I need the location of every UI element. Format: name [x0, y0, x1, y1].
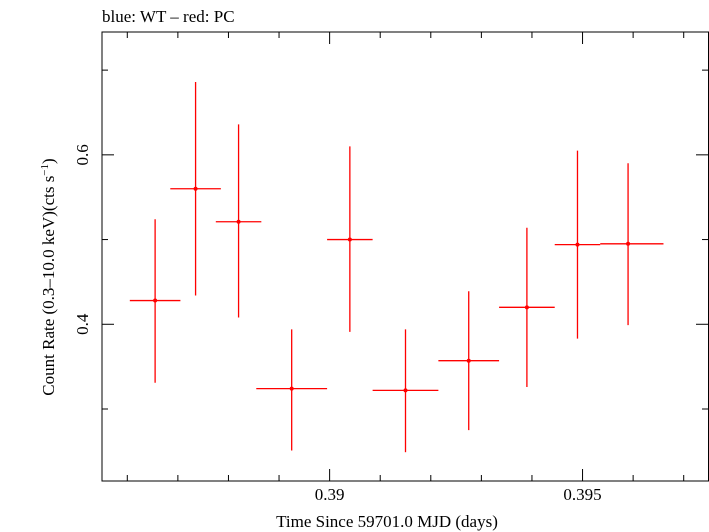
y-tick-label: 0.6 — [73, 144, 92, 165]
point-marker — [575, 242, 580, 247]
data-points — [129, 81, 664, 453]
point-marker — [347, 237, 352, 242]
point-marker — [153, 298, 158, 303]
data-point — [256, 329, 328, 451]
y-axis-label-close: ) — [39, 158, 58, 164]
chart-title: blue: WT – red: PC — [102, 7, 235, 26]
point-marker — [466, 358, 471, 363]
data-point — [327, 146, 373, 332]
y-axis-label-main: Count Rate (0.3–10.0 keV)(cts s — [39, 176, 58, 396]
data-point — [170, 81, 221, 296]
y-axis-label: Count Rate (0.3–10.0 keV)(cts s−1) — [39, 158, 58, 395]
point-marker — [403, 388, 408, 393]
data-point — [438, 291, 500, 431]
point-marker — [626, 241, 631, 246]
data-point — [129, 219, 181, 383]
x-axis-label: Time Since 59701.0 MJD (days) — [276, 512, 498, 531]
y-axis-label-exponent: −1 — [39, 164, 51, 176]
point-marker — [524, 305, 529, 310]
data-point — [372, 329, 439, 453]
data-point — [215, 124, 262, 318]
point-marker — [193, 186, 198, 191]
axis-tick-labels: 0.39 0.395 0.4 0.6 — [73, 144, 602, 504]
data-point — [499, 227, 555, 387]
data-point — [554, 150, 601, 339]
point-marker — [236, 219, 241, 224]
y-tick-label: 0.4 — [73, 313, 92, 335]
point-marker — [289, 386, 294, 391]
x-tick-label: 0.395 — [563, 485, 601, 504]
x-tick-label: 0.39 — [315, 485, 345, 504]
axis-ticks — [102, 32, 708, 481]
data-point — [600, 163, 664, 326]
